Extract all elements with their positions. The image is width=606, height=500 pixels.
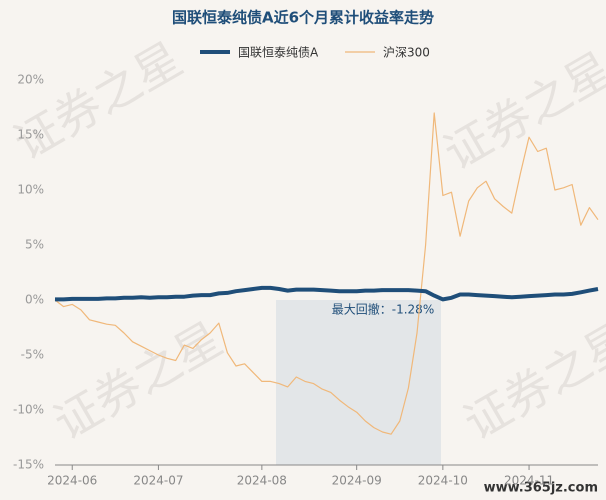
legend-label: 国联恒泰纯债A — [238, 46, 319, 60]
site-watermark: www.365jz.com — [484, 481, 598, 496]
drawdown-region — [276, 300, 441, 465]
y-tick-label: 10% — [17, 183, 44, 197]
y-tick-label: 15% — [17, 128, 44, 142]
legend-label: 沪深300 — [383, 46, 430, 60]
y-tick-label: 20% — [17, 73, 44, 87]
x-tick-label: 2024-08 — [237, 474, 287, 488]
series-line — [54, 112, 599, 435]
chart-title: 国联恒泰纯债A近6个月累计收益率走势 — [172, 9, 434, 27]
y-tick-label: -5% — [21, 348, 44, 362]
x-tick-label: 2024-09 — [332, 474, 382, 488]
y-tick-label: -10% — [13, 403, 44, 417]
y-tick-label: 0% — [25, 293, 44, 307]
x-tick-label: 2024-06 — [47, 474, 97, 488]
y-tick-label: 5% — [25, 238, 44, 252]
x-tick-label: 2024-10 — [418, 474, 468, 488]
x-tick-label: 2024-11 — [504, 474, 554, 488]
series-line — [55, 285, 599, 302]
annotation: 最大回撤：-1.28% — [332, 302, 434, 317]
y-tick-label: -15% — [13, 458, 44, 472]
x-tick-label: 2024-07 — [133, 474, 183, 488]
